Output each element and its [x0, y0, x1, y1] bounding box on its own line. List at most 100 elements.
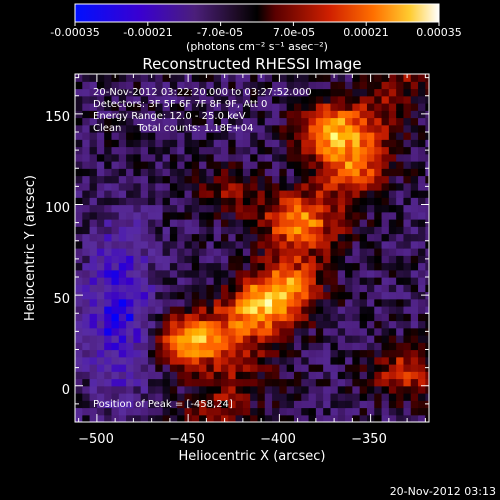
heatmap-cell: [213, 226, 222, 235]
heatmap-cell: [228, 110, 237, 119]
heatmap-cell: [381, 103, 390, 111]
heatmap-cell: [126, 110, 134, 119]
heatmap-cell: [381, 306, 390, 314]
heatmap-cell: [96, 335, 105, 343]
heatmap-cell: [286, 103, 295, 111]
heatmap-cell: [250, 356, 259, 365]
heatmap-cell: [301, 190, 310, 198]
heatmap-cell: [191, 226, 200, 235]
heatmap-cell: [147, 349, 156, 358]
heatmap-cell: [191, 204, 200, 213]
heatmap-cell: [403, 211, 412, 220]
heatmap-cell: [396, 414, 405, 422]
heatmap-cell: [96, 262, 105, 271]
heatmap-cell: [155, 211, 164, 220]
heatmap-cell: [388, 226, 397, 235]
heatmap-cell: [330, 306, 339, 314]
heatmap-cell: [191, 356, 200, 365]
heatmap-cell: [242, 364, 251, 372]
heatmap-cell: [206, 269, 215, 278]
heatmap-cell: [264, 211, 273, 220]
heatmap-cell: [228, 103, 237, 111]
heatmap-cell: [82, 255, 91, 264]
heatmap-cell: [89, 117, 98, 126]
heatmap-cell: [293, 262, 302, 271]
heatmap-cell: [315, 117, 324, 126]
heatmap-cell: [374, 175, 383, 184]
heatmap-cell: [396, 269, 405, 278]
x-axis-ticks: [78, 74, 426, 422]
heatmap-cell: [250, 95, 259, 104]
heatmap-cell: [235, 248, 244, 256]
heatmap-cell: [323, 161, 332, 169]
heatmap-cell: [286, 342, 295, 351]
heatmap-cell: [235, 327, 244, 336]
heatmap-cell: [228, 320, 237, 329]
heatmap-cell: [272, 103, 280, 111]
heatmap-cell: [104, 306, 113, 314]
heatmap-cell: [235, 190, 244, 198]
heatmap-cell: [140, 414, 149, 422]
heatmap-cell: [184, 342, 193, 351]
heatmap-cell: [374, 233, 383, 242]
heatmap-cell: [140, 88, 149, 97]
heatmap-cell: [352, 132, 361, 140]
heatmap-cell: [250, 400, 259, 409]
heatmap-cell: [272, 117, 280, 126]
heatmap-cell: [257, 269, 266, 278]
heatmap-cell: [264, 269, 273, 278]
heatmap-cell: [403, 320, 412, 329]
heatmap-cell: [155, 306, 164, 314]
heatmap-cell: [118, 262, 127, 271]
heatmap-cell: [155, 132, 164, 140]
heatmap-cell: [359, 407, 368, 416]
heatmap-cell: [242, 132, 251, 140]
heatmap-cell: [155, 407, 164, 416]
heatmap-cell: [242, 211, 251, 220]
heatmap-cell: [199, 153, 207, 162]
heatmap-cell: [191, 298, 200, 307]
heatmap-cell: [410, 146, 419, 155]
heatmap-cell: [293, 95, 302, 104]
heatmap-cell: [199, 132, 207, 140]
heatmap-cell: [323, 262, 332, 271]
heatmap-cell: [264, 88, 273, 97]
heatmap-cell: [279, 240, 288, 249]
heatmap-cell: [177, 320, 186, 329]
heatmap-cell: [126, 335, 134, 343]
heatmap-cell: [228, 233, 237, 242]
heatmap-cell: [184, 327, 193, 336]
heatmap-cell: [147, 400, 156, 409]
heatmap-cell: [228, 335, 237, 343]
heatmap-cell: [374, 219, 383, 227]
heatmap-cell: [242, 103, 251, 111]
heatmap-cell: [126, 342, 134, 351]
heatmap-cell: [140, 204, 149, 213]
heatmap-cell: [228, 407, 237, 416]
heatmap-cell: [133, 371, 142, 380]
heatmap-cell: [96, 219, 105, 227]
heatmap-cell: [345, 371, 353, 380]
heatmap-cell: [228, 168, 237, 177]
heatmap-cell: [388, 356, 397, 365]
heatmap-cell: [330, 349, 339, 358]
heatmap-cell: [388, 139, 397, 148]
heatmap-cell: [147, 306, 156, 314]
heatmap-cell: [337, 349, 346, 358]
heatmap-cell: [374, 88, 383, 97]
heatmap-cell: [366, 117, 375, 126]
heatmap-cell: [315, 327, 324, 336]
heatmap-cell: [396, 298, 405, 307]
heatmap-cell: [279, 393, 288, 401]
heatmap-cell: [162, 95, 171, 104]
heatmap-cell: [286, 219, 295, 227]
heatmap-cell: [366, 124, 375, 133]
heatmap-cell: [359, 182, 368, 191]
heatmap-cell: [425, 262, 429, 271]
heatmap-cell: [418, 81, 426, 90]
heatmap-cell: [418, 407, 426, 416]
heatmap-cell: [184, 161, 193, 169]
heatmap-cell: [337, 407, 346, 416]
heatmap-cell: [345, 197, 353, 206]
heatmap-cell: [235, 204, 244, 213]
